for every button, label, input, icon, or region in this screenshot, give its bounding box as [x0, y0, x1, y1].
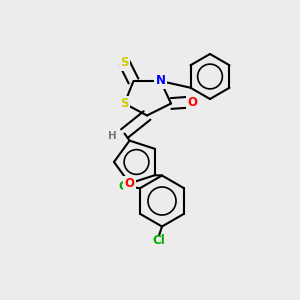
- Text: S: S: [120, 97, 129, 110]
- Text: Cl: Cl: [153, 234, 165, 248]
- Text: S: S: [120, 56, 129, 70]
- Text: O: O: [187, 95, 197, 109]
- Text: Cl: Cl: [118, 180, 131, 193]
- Text: H: H: [108, 130, 117, 141]
- Text: N: N: [155, 74, 166, 88]
- Text: O: O: [124, 177, 134, 190]
